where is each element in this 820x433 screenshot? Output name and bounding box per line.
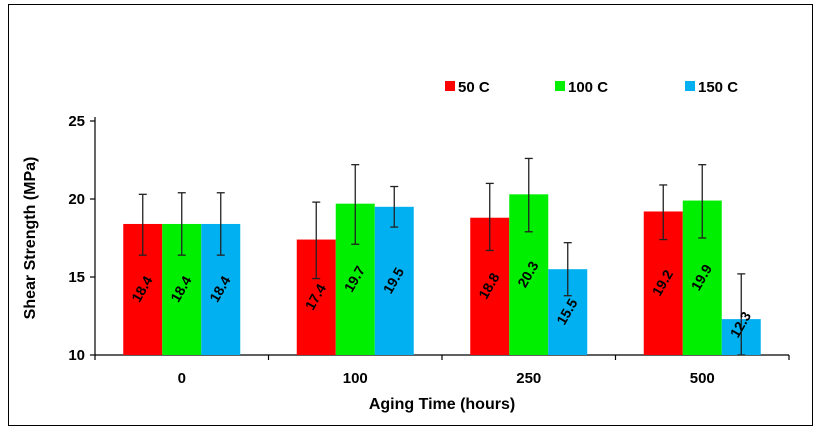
x-axis-title: Aging Time (hours) [369,396,515,413]
x-tick-label: 100 [343,370,368,387]
legend-label: 50 C [458,79,490,96]
legend-label: 150 C [698,79,738,96]
legend-swatch [685,81,695,91]
y-axis: 10 15 20 25 [68,113,96,364]
bars [123,194,761,355]
x-tick-label: 500 [690,370,715,387]
y-tick-label: 25 [68,113,85,130]
y-tick-label: 20 [68,191,85,208]
y-axis-title: Shear Strength (MPa) [22,157,39,320]
y-tick-label: 15 [68,269,85,286]
legend-swatch [555,81,565,91]
legend: 50 C 100 C 150 C [445,79,738,96]
chart-frame: 50 C 100 C 150 C 10 15 20 25 0 100 250 500 18.4 1… [8,4,813,426]
legend-swatch [445,81,455,91]
legend-label: 100 C [568,79,608,96]
x-tick-label: 250 [516,370,541,387]
y-tick-label: 10 [68,347,85,364]
x-tick-label: 0 [178,370,186,387]
bar [374,206,414,355]
x-axis: 0 100 250 500 [94,354,790,387]
error-bars [138,157,746,356]
